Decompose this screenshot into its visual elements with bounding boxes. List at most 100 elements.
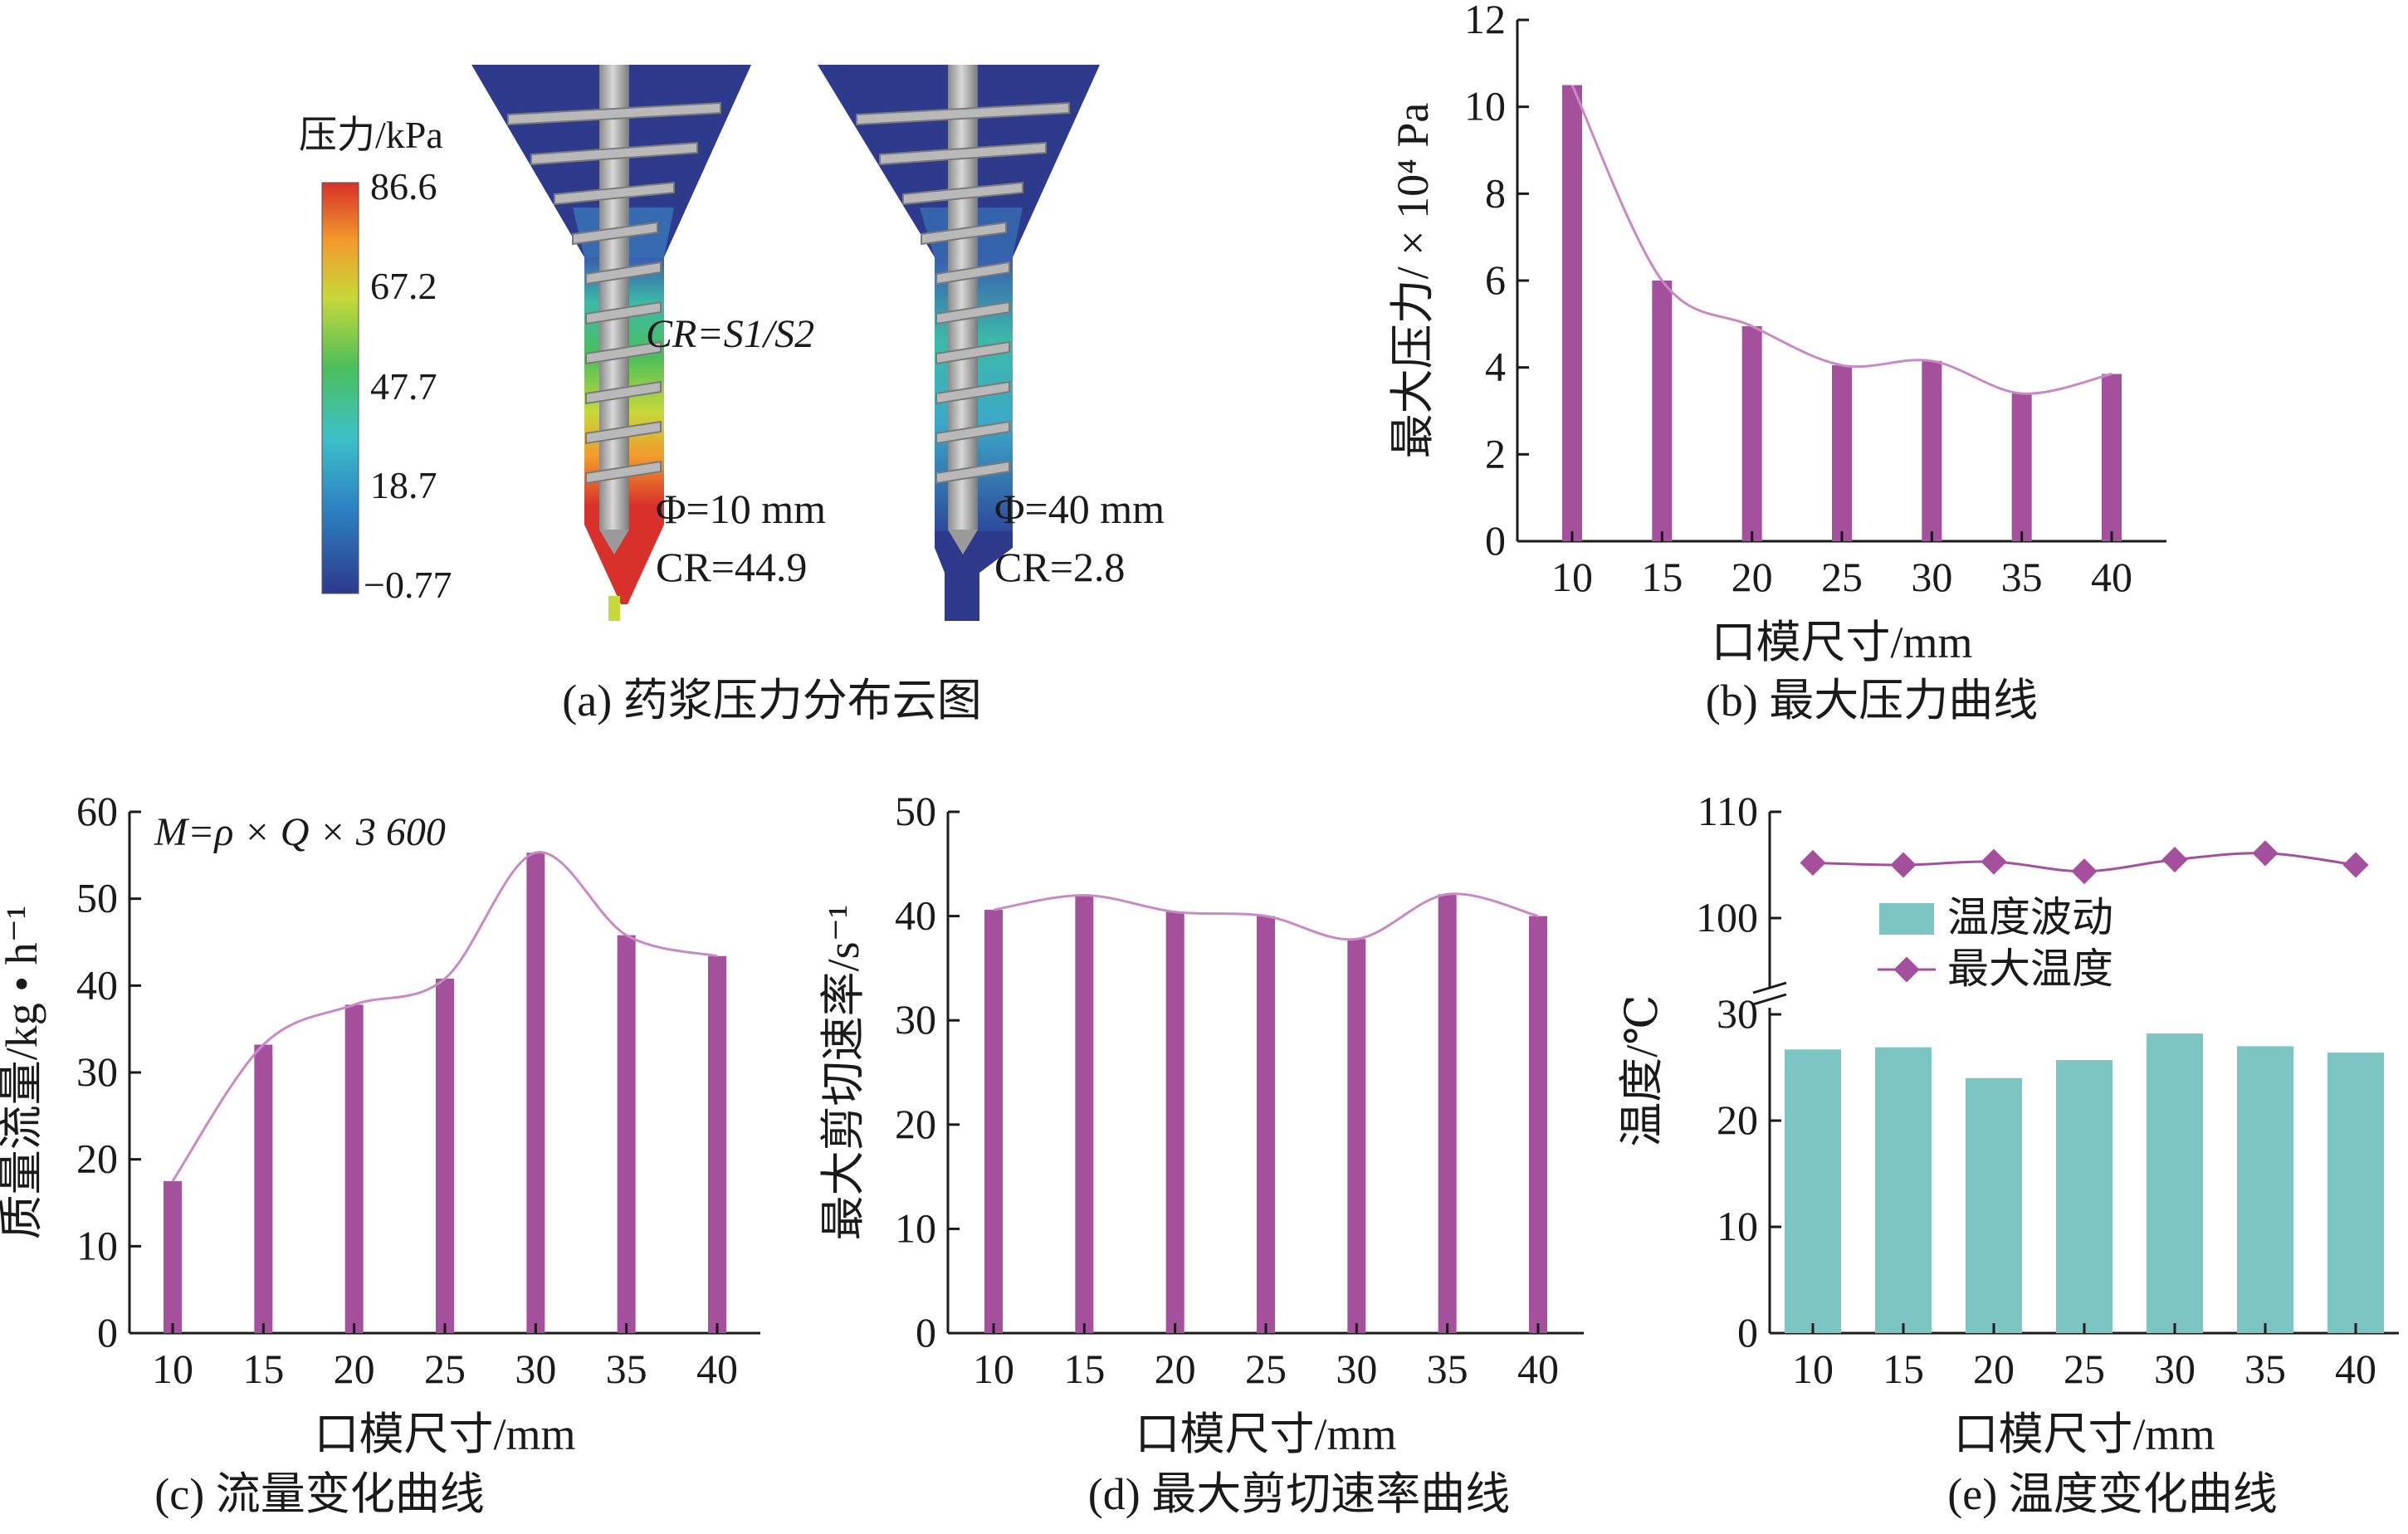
- y-axis-title: 质量流量/kg • h⁻¹: [0, 906, 46, 1240]
- x-tick-label: 10: [1551, 554, 1593, 600]
- y-axis-title: 最大剪切速率/s⁻¹: [818, 905, 868, 1241]
- x-tick-label: 20: [1973, 1346, 2015, 1392]
- y-tick-label: 30: [76, 1048, 118, 1095]
- y-tick-label: 50: [895, 788, 936, 834]
- y-tick-label: 20: [76, 1136, 118, 1182]
- cr-formula: CR=S1/S2: [646, 312, 814, 356]
- colorbar-tick-2: 67.2: [370, 265, 437, 307]
- bar: [1832, 365, 1852, 541]
- bar: [708, 955, 726, 1333]
- y-tick-label: 30: [895, 996, 936, 1043]
- caption-c: (c) 流量变化曲线: [154, 1469, 484, 1519]
- y-tick-label: 0: [1485, 517, 1506, 564]
- y-tick-label: 110: [1697, 788, 1758, 834]
- bar: [1165, 911, 1184, 1333]
- x-axis-title: 口模尺寸/mm: [1135, 1409, 1396, 1459]
- bar: [2102, 374, 2122, 541]
- right-diameter-label: Φ=40 mm: [994, 486, 1165, 532]
- x-tick-label: 25: [1245, 1346, 1287, 1392]
- y-tick-label: 0: [97, 1309, 118, 1356]
- die-right: [935, 531, 1013, 621]
- bar: [1652, 281, 1673, 541]
- bar: [1875, 1047, 1932, 1333]
- extruder-right: [818, 65, 1100, 621]
- y-tick-label: 40: [895, 892, 936, 939]
- x-tick-label: 30: [2154, 1346, 2196, 1392]
- y-tick-label: 30: [1717, 990, 1758, 1037]
- x-tick-label: 35: [606, 1346, 647, 1392]
- x-tick-label: 35: [1427, 1346, 1468, 1392]
- y-tick-label: 10: [895, 1204, 936, 1251]
- screw-shaft-left: [599, 65, 629, 530]
- x-tick-label: 10: [973, 1346, 1014, 1392]
- colorbar-tick-3: 47.7: [370, 365, 437, 408]
- colorbar-tick-5: −0.77: [364, 564, 452, 606]
- y-tick-label: 100: [1696, 894, 1758, 940]
- y-tick-label: 20: [1717, 1097, 1758, 1143]
- x-tick-label: 10: [152, 1346, 193, 1392]
- axis-break-mark: [1752, 981, 1787, 994]
- screw-shaft-right: [948, 65, 978, 530]
- extruder-left: [471, 65, 751, 621]
- y-tick-label: 60: [76, 788, 118, 834]
- bar: [164, 1180, 182, 1333]
- x-tick-label: 15: [1063, 1346, 1105, 1392]
- x-tick-label: 30: [515, 1346, 556, 1392]
- bar: [1257, 916, 1275, 1333]
- bar: [1438, 894, 1457, 1333]
- caption-a: (a) 药浆压力分布云图: [562, 676, 981, 725]
- caption-b: (b) 最大压力曲线: [1706, 676, 2038, 725]
- chart-e: 0 10 20 30 100 110 10 15 20 25 30 35 40 温度波动最大温度口模尺寸/…: [1617, 788, 2399, 1459]
- chart-b: 0 2 4 6 8 10 12 10 15 20 25 30 35 40 口模尺寸/mm 最大压力/ × 10…: [1388, 0, 2166, 667]
- y-tick-label: 10: [1717, 1203, 1758, 1249]
- bar: [1922, 360, 1942, 541]
- legend-label-line: 最大温度: [1947, 945, 2113, 992]
- x-tick-label: 40: [696, 1346, 738, 1392]
- trend-curve: [171, 851, 718, 1182]
- screw-flights-left: [507, 101, 721, 485]
- y-tick-label: 2: [1485, 430, 1506, 476]
- x-tick-label: 35: [2244, 1346, 2286, 1392]
- x-tick-label: 20: [1732, 554, 1773, 600]
- bar: [2011, 393, 2032, 541]
- bar: [526, 852, 545, 1333]
- x-axis-title: 口模尺寸/mm: [1953, 1409, 2215, 1459]
- y-tick-label: 0: [1737, 1309, 1758, 1356]
- bar: [2237, 1046, 2293, 1333]
- caption-e: (e) 温度变化曲线: [1947, 1469, 2277, 1519]
- axis-break-mark: [1752, 993, 1787, 1006]
- bar: [2147, 1033, 2203, 1333]
- max-temp-marker: [2342, 852, 2369, 878]
- panel-b: 0 2 4 6 8 10 12 10 15 20 25 30 35 40 口模尺寸/mm 最大压力/ × 10…: [1388, 0, 2166, 725]
- formula-c: M=ρ × Q × 3 600: [154, 810, 446, 854]
- panel-a: 压力/kPa 86.6 67.2 47.7 18.7 −0.77: [299, 65, 1165, 725]
- bar: [1529, 916, 1547, 1333]
- left-cr-label: CR=44.9: [656, 544, 807, 590]
- chart-d: 0 10 20 30 40 50 10 15 20 25 30 35 40 口模尺寸/mm 最大剪切速率/s…: [818, 788, 1584, 1459]
- chart-c: 0 10 20 30 40 50 60 10 15 20 25 30 35 40 口模尺寸/mm 质量流量/k…: [0, 788, 760, 1459]
- bar: [2056, 1060, 2112, 1333]
- x-tick-label: 15: [242, 1346, 284, 1392]
- y-tick-label: 20: [895, 1101, 936, 1147]
- y-tick-label: 10: [1464, 83, 1506, 129]
- y-tick-label: 50: [76, 875, 118, 921]
- colorbar-tick-1: 86.6: [370, 165, 437, 208]
- bar: [1562, 85, 1582, 541]
- max-temp-marker: [1890, 852, 1917, 878]
- bar: [984, 910, 1003, 1333]
- y-tick-label: 12: [1464, 0, 1506, 42]
- x-tick-label: 20: [334, 1346, 375, 1392]
- screw-flights-right: [856, 101, 1070, 485]
- bar: [1966, 1077, 2022, 1333]
- y-tick-label: 6: [1485, 256, 1506, 303]
- trend-curve: [993, 892, 1539, 941]
- bar: [254, 1044, 273, 1333]
- x-tick-label: 25: [1821, 554, 1863, 600]
- y-tick-label: 4: [1485, 344, 1506, 390]
- max-temp-marker: [2252, 840, 2279, 867]
- panel-d: 0 10 20 30 40 50 10 15 20 25 30 35 40 口模尺寸/mm 最大剪切速率/s…: [818, 788, 1584, 1519]
- max-temp-marker: [1800, 849, 1826, 876]
- y-tick-label: 40: [76, 961, 118, 1008]
- x-tick-label: 30: [1911, 554, 1952, 600]
